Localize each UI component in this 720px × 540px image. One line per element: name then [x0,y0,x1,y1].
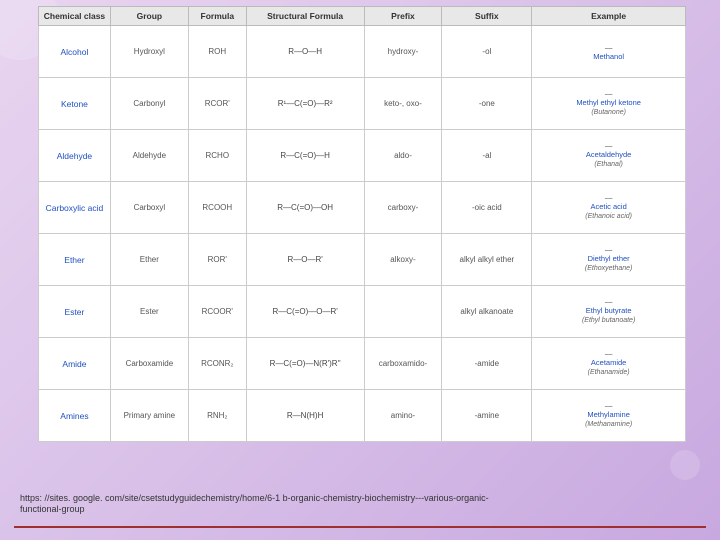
caption-line1: https: //sites. google. com/site/csetstu… [20,493,489,503]
cell-class: Aldehyde [39,130,111,182]
cell-prefix: carboxamido- [364,338,442,390]
table-row: AldehydeAldehydeRCHOR—C(=O)—Haldo--al⎯⎯A… [39,130,686,182]
th-class: Chemical class [39,7,111,26]
cell-group: Carbonyl [110,78,188,130]
cell-suffix: -amide [442,338,532,390]
bottom-divider [14,526,706,528]
cell-prefix: aldo- [364,130,442,182]
cell-formula: RCOOR' [188,286,246,338]
cell-formula: RCOOH [188,182,246,234]
cell-group: Primary amine [110,390,188,442]
cell-formula: RCHO [188,130,246,182]
th-suffix: Suffix [442,7,532,26]
table-row: EsterEsterRCOOR'R—C(=O)—O—R'alkyl alkano… [39,286,686,338]
cell-example: ⎯⎯Methylamine(Methanamine) [532,390,686,442]
cell-class: Ether [39,234,111,286]
cell-example: ⎯⎯Acetaldehyde(Ethanal) [532,130,686,182]
th-group: Group [110,7,188,26]
cell-class: Ester [39,286,111,338]
cell-struct: R—C(=O)—H [246,130,364,182]
cell-prefix [364,286,442,338]
cell-class: Ketone [39,78,111,130]
cell-struct: R—O—R' [246,234,364,286]
cell-suffix: -al [442,130,532,182]
cell-prefix: keto-, oxo- [364,78,442,130]
cell-class: Alcohol [39,26,111,78]
cell-suffix: -amine [442,390,532,442]
cell-example: ⎯⎯Methyl ethyl ketone(Butanone) [532,78,686,130]
cell-group: Aldehyde [110,130,188,182]
functional-groups-table: Chemical class Group Formula Structural … [38,6,686,442]
th-example: Example [532,7,686,26]
cell-prefix: hydroxy- [364,26,442,78]
cell-prefix: alkoxy- [364,234,442,286]
cell-group: Ester [110,286,188,338]
cell-prefix: amino- [364,390,442,442]
cell-example: ⎯⎯Acetamide(Ethanamide) [532,338,686,390]
cell-suffix: alkyl alkyl ether [442,234,532,286]
cell-group: Hydroxyl [110,26,188,78]
cell-example: ⎯⎯Diethyl ether(Ethoxyethane) [532,234,686,286]
table-row: KetoneCarbonylRCOR'R¹—C(=O)—R²keto-, oxo… [39,78,686,130]
cell-example: ⎯⎯Acetic acid(Ethanoic acid) [532,182,686,234]
cell-struct: R—C(=O)—O—R' [246,286,364,338]
cell-example: ⎯⎯Ethyl butyrate(Ethyl butanoate) [532,286,686,338]
table-row: AlcoholHydroxylROHR—O—Hhydroxy--ol⎯⎯Meth… [39,26,686,78]
cell-group: Carboxyl [110,182,188,234]
cell-group: Carboxamide [110,338,188,390]
table-row: EtherEtherROR'R—O—R'alkoxy-alkyl alkyl e… [39,234,686,286]
cell-formula: RCOR' [188,78,246,130]
th-struct: Structural Formula [246,7,364,26]
table-header-row: Chemical class Group Formula Structural … [39,7,686,26]
cell-class: Carboxylic acid [39,182,111,234]
cell-suffix: -ol [442,26,532,78]
cell-struct: R¹—C(=O)—R² [246,78,364,130]
th-prefix: Prefix [364,7,442,26]
table-row: Carboxylic acidCarboxylRCOOHR—C(=O)—OHca… [39,182,686,234]
caption-line2: functional-group [20,504,85,514]
cell-formula: ROR' [188,234,246,286]
cell-class: Amide [39,338,111,390]
cell-group: Ether [110,234,188,286]
table-row: AmideCarboxamideRCONR₂R—C(=O)—N(R')R''ca… [39,338,686,390]
cell-formula: RNH₂ [188,390,246,442]
cell-prefix: carboxy- [364,182,442,234]
cell-suffix: alkyl alkanoate [442,286,532,338]
table-row: AminesPrimary amineRNH₂R—N(H)Hamino--ami… [39,390,686,442]
source-url-caption: https: //sites. google. com/site/csetstu… [20,493,700,516]
th-formula: Formula [188,7,246,26]
cell-formula: ROH [188,26,246,78]
cell-formula: RCONR₂ [188,338,246,390]
cell-suffix: -oic acid [442,182,532,234]
cell-class: Amines [39,390,111,442]
cell-struct: R—N(H)H [246,390,364,442]
cell-struct: R—C(=O)—OH [246,182,364,234]
cell-suffix: -one [442,78,532,130]
cell-struct: R—O—H [246,26,364,78]
cell-struct: R—C(=O)—N(R')R'' [246,338,364,390]
cell-example: ⎯⎯Methanol [532,26,686,78]
